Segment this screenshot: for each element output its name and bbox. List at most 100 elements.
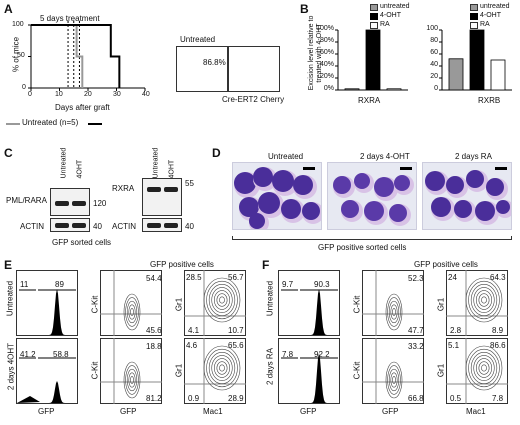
- f-ckit1: [362, 270, 424, 336]
- ckit-contour: [123, 361, 141, 399]
- gr1-contour: [219, 296, 225, 304]
- e-ckit1-top: 54.4: [146, 274, 162, 283]
- e-header: GFP positive cells: [150, 260, 214, 269]
- pml-rara-label: PML/RARA: [6, 196, 47, 205]
- panel-label-f: F: [262, 258, 270, 272]
- cell-nucleus: [253, 167, 273, 187]
- km-xtick-0: 0: [28, 91, 32, 98]
- ckit-contour: [123, 293, 141, 331]
- panel-label-c: C: [4, 146, 13, 160]
- rxra-ytick-label: 0%: [323, 85, 334, 92]
- ckit-contour: [388, 368, 400, 392]
- cell-nucleus: [354, 173, 370, 189]
- rxra-ytick-label: 20%: [319, 73, 334, 80]
- cell-nucleus: [374, 177, 394, 197]
- ckit-contour: [126, 300, 138, 324]
- legend-b2-RA: RA: [480, 21, 490, 28]
- ckit-contour: [130, 376, 134, 384]
- micrograph-untreated: [232, 162, 322, 230]
- e-hist1-peak: [17, 289, 77, 335]
- cell-nucleus: [249, 213, 265, 229]
- e-ckit1-bottom: 45.6: [146, 326, 162, 335]
- d-untreated: Untreated: [268, 152, 304, 161]
- cell-nucleus: [258, 192, 280, 214]
- hist-untreated-title: Untreated: [180, 35, 216, 44]
- e-hist1-right: 89: [55, 280, 64, 289]
- cell-nucleus: [281, 199, 301, 219]
- legend-b1-untreated: untreated: [380, 3, 410, 10]
- d-4ohT: 2 days 4-OHT: [360, 152, 410, 161]
- f-hist1: [278, 270, 340, 336]
- d-footer: GFP positive sorted cells: [318, 243, 407, 252]
- legend-b1-untreated-swatch: [370, 4, 378, 11]
- mw-120: 120: [93, 199, 107, 208]
- f-hist-xlabel: GFP: [300, 407, 317, 416]
- panel-label-a: A: [4, 2, 13, 16]
- gr1-contour: [478, 293, 490, 307]
- e-ckit2: [100, 338, 162, 404]
- panel-label-b: B: [300, 2, 309, 16]
- f-gr1-2-ul: 5.1: [448, 341, 460, 350]
- cell-nucleus: [333, 176, 351, 194]
- gr1-contour: [211, 287, 233, 313]
- rxra-bar-4-OHT: [365, 29, 381, 91]
- e-hist2-lowpeak: [17, 396, 40, 403]
- ckit-contour: [130, 308, 134, 316]
- f-hist1-peak: [279, 289, 339, 335]
- legend-b1-4ohT-swatch: [370, 13, 378, 20]
- rxrb-ytick-label: 20: [430, 73, 438, 80]
- cell-nucleus: [302, 202, 320, 220]
- ckit-contour: [385, 293, 403, 331]
- ckit-contour: [392, 376, 396, 384]
- rxrb-bar-untreated: [448, 58, 464, 91]
- km-series-1: [31, 24, 121, 88]
- gr1-contour: [465, 345, 503, 391]
- f-ckit-xlabel: GFP: [382, 407, 399, 416]
- pml-rara-blot: [50, 188, 90, 216]
- panel-label-e: E: [4, 258, 13, 272]
- e-ckit-xlabel: GFP: [120, 407, 137, 416]
- cell-nucleus: [364, 201, 384, 221]
- legend-b2-untreated-swatch: [470, 4, 478, 11]
- e-gr1-1-ul: 28.5: [186, 273, 202, 282]
- rxra-blot: [142, 178, 182, 216]
- e-hist1: [16, 270, 78, 336]
- e-gr1-2-ll: 0.9: [188, 394, 200, 403]
- gr1-contour: [213, 358, 231, 378]
- cell-nucleus: [234, 172, 256, 194]
- c-footer: GFP sorted cells: [52, 238, 111, 247]
- gr1-contour: [470, 283, 498, 317]
- rxrb-bar-RA: [490, 59, 506, 91]
- mw-40-2: 40: [185, 222, 194, 231]
- gr1-contour: [473, 355, 495, 381]
- gr1-contour: [468, 348, 500, 388]
- km-ytick-50: 50: [17, 52, 25, 59]
- cell-nucleus: [466, 170, 484, 188]
- f-hist2-left: 7.8: [282, 350, 294, 359]
- rxrb-ytick-label: 40: [430, 61, 438, 68]
- f-hist1-right: 90.3: [314, 280, 330, 289]
- e-hist1-left: 11: [20, 280, 29, 289]
- actin-label-1: ACTIN: [20, 222, 44, 231]
- legend-untreated: Untreated (n=5): [22, 118, 79, 127]
- legend-b2-untreated: untreated: [480, 3, 510, 10]
- f-gr1-1: [446, 270, 508, 336]
- e-hist2: [16, 338, 78, 404]
- ckit-contour: [388, 300, 400, 324]
- legend-b1-RA-swatch: [370, 22, 378, 29]
- f-gr1-2: [446, 338, 508, 404]
- gr1-contour: [468, 280, 500, 320]
- gr1-contour: [481, 296, 487, 304]
- gr1-contour: [216, 361, 228, 375]
- cell-nucleus: [425, 171, 445, 191]
- mw-55: 55: [185, 179, 194, 188]
- cell-nucleus: [486, 178, 504, 196]
- gr1-contour: [208, 283, 236, 317]
- gr1-contour: [475, 358, 493, 378]
- e-ckit2-bottom: 81.2: [146, 394, 162, 403]
- cell-nucleus: [496, 200, 510, 214]
- gr1-contour: [203, 277, 241, 323]
- treatment-label: 5 days treatment: [40, 14, 100, 23]
- d-bracket: [232, 236, 512, 240]
